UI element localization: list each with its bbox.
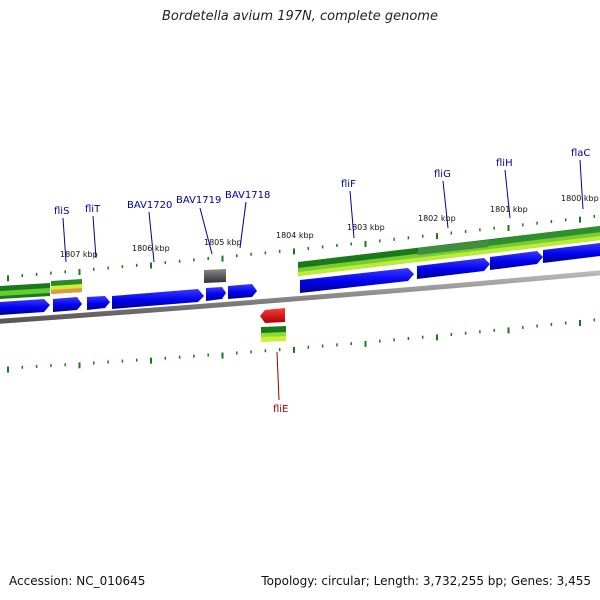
scale-label: 1807 kbp bbox=[60, 250, 98, 259]
map-title: Bordetella avium 197N, complete genome bbox=[162, 9, 438, 24]
cds-BAV1718-arrow bbox=[228, 284, 257, 299]
scale-ticks-forward bbox=[7, 214, 596, 282]
cds-flaC-arrow bbox=[543, 243, 600, 263]
scale-label: 1800 kbp bbox=[561, 194, 599, 203]
forward-gene-labels: fliS fliT BAV1720 BAV1719 BAV1718 fliF f… bbox=[54, 148, 590, 217]
gene-label-fliS[interactable]: fliS bbox=[54, 206, 69, 217]
scale-ticks-reverse bbox=[7, 318, 596, 373]
cds-fliS-arrow bbox=[53, 297, 82, 312]
gene-label-fliT[interactable]: fliT bbox=[85, 204, 101, 215]
genome-backbone bbox=[0, 270, 600, 324]
cds-BAV1720-arrow bbox=[112, 289, 204, 309]
forward-cds-arrows bbox=[0, 243, 600, 315]
scale-label: 1806 kbp bbox=[132, 244, 170, 253]
gene-label-fliE[interactable]: fliE bbox=[273, 404, 288, 415]
scale-label: 1803 kbp bbox=[347, 223, 385, 232]
reverse-label-leader bbox=[276, 351, 280, 401]
scale-label: 1804 kbp bbox=[276, 231, 314, 240]
cds-fliE-arrow bbox=[260, 308, 285, 323]
gene-label-BAV1720[interactable]: BAV1720 bbox=[127, 200, 172, 211]
cds-fliG-arrow bbox=[417, 258, 490, 279]
reverse-features bbox=[260, 308, 286, 342]
gene-label-flaC[interactable]: flaC bbox=[571, 148, 590, 159]
cds-arrow bbox=[0, 299, 50, 315]
cds-fliT-arrow bbox=[87, 296, 110, 310]
cds-fliH-arrow bbox=[490, 251, 543, 270]
scale-label: 1805 kbp bbox=[204, 238, 242, 247]
scale-label: 1802 kbp bbox=[418, 214, 456, 223]
cds-BAV1719-arrow bbox=[206, 287, 226, 301]
gene-label-fliH[interactable]: fliH bbox=[496, 158, 513, 169]
cds-fliF-arrow bbox=[300, 268, 414, 293]
genome-summary-text: Topology: circular; Length: 3,732,255 bp… bbox=[261, 574, 591, 588]
forward-label-leaders bbox=[62, 159, 584, 263]
pseudo-feature bbox=[204, 269, 226, 283]
gene-label-fliF[interactable]: fliF bbox=[341, 179, 356, 190]
gene-label-fliG[interactable]: fliG bbox=[434, 169, 451, 180]
forward-content-track bbox=[0, 226, 600, 299]
accession-text: Accession: NC_010645 bbox=[9, 574, 146, 588]
gene-label-BAV1719[interactable]: BAV1719 bbox=[176, 195, 221, 206]
gene-label-BAV1718[interactable]: BAV1718 bbox=[225, 190, 270, 201]
